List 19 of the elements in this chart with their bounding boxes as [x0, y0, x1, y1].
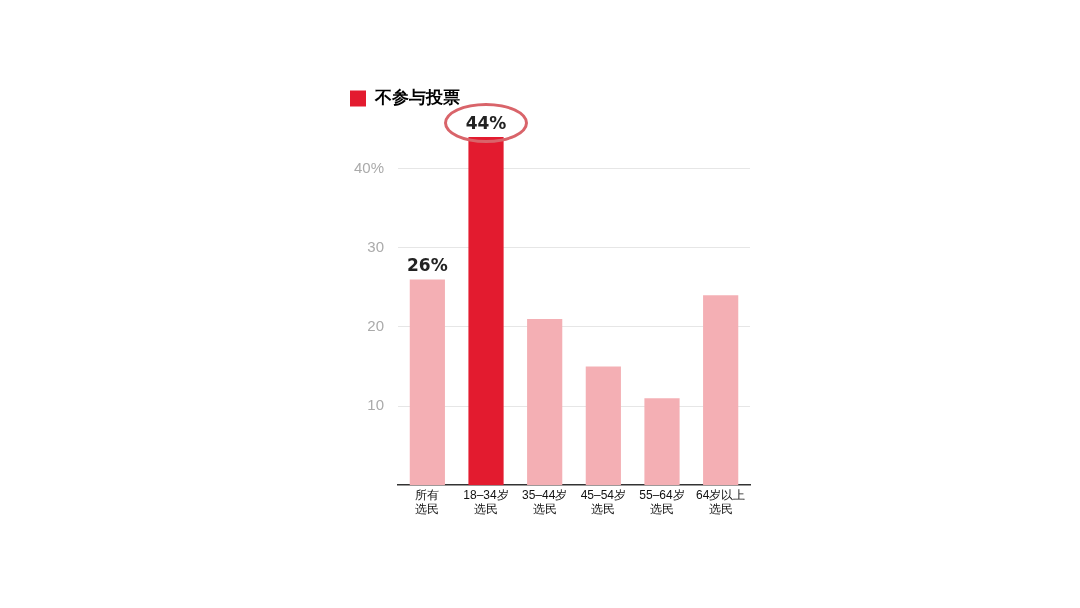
- x-tick-label: 64岁以上选民: [695, 487, 746, 517]
- legend-label: 不参与投票: [373, 88, 460, 108]
- y-tick-label: 30: [367, 237, 385, 255]
- y-tick-label: 40%: [353, 158, 385, 176]
- data-label: 26%: [407, 255, 448, 276]
- bar: [409, 279, 445, 486]
- x-tick-label: 18–34岁选民: [463, 487, 509, 517]
- bar: [644, 398, 680, 486]
- x-tick-label: 55–64岁选民: [639, 487, 685, 517]
- y-tick-label: 10: [367, 396, 385, 414]
- bar: [468, 137, 504, 486]
- y-tick-label: 20: [367, 317, 385, 335]
- x-tick-label: 所有选民: [415, 487, 440, 517]
- bar: [585, 366, 621, 486]
- bar: [527, 319, 563, 486]
- x-tick-label: 35–44岁选民: [521, 487, 568, 517]
- data-label: 44%: [465, 112, 507, 133]
- x-tick-label: 45–54岁选民: [580, 487, 627, 517]
- bar: [703, 295, 739, 486]
